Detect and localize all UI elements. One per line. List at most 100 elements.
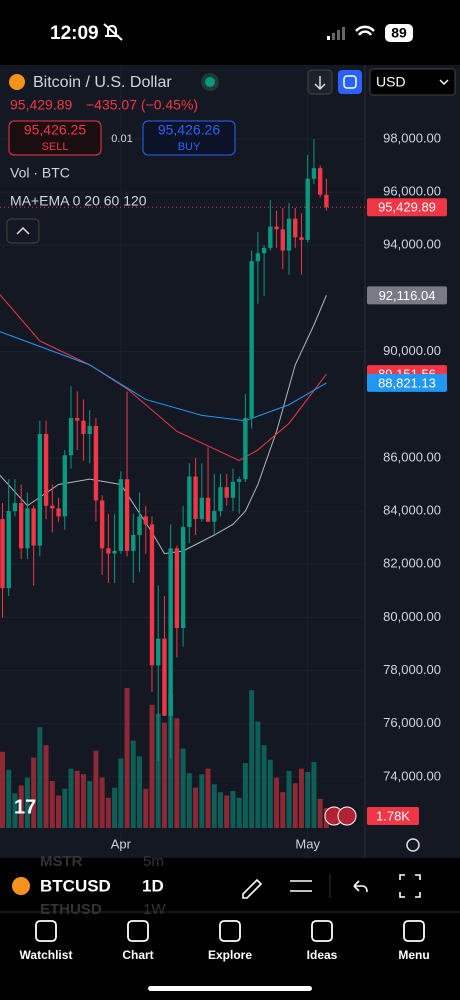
volume-bar (155, 713, 161, 828)
volume-bar (37, 727, 43, 828)
y-tick-label: 76,000.00 (383, 715, 441, 730)
btc-logo (12, 877, 30, 895)
volume-bar (105, 797, 111, 828)
candle-body (255, 253, 261, 262)
volume-bar (6, 769, 12, 828)
candle-body (162, 638, 167, 716)
volume-bar (74, 770, 80, 828)
volume-bar (317, 798, 323, 828)
toolbar-interval[interactable]: 1D (142, 876, 164, 895)
candle-body (131, 535, 136, 551)
tab-icon (219, 920, 241, 942)
volume-label: 1.78K (376, 808, 410, 823)
chart-background (0, 65, 460, 858)
candle-body (68, 418, 74, 456)
candle-body (43, 433, 49, 506)
x-tick-label: Apr (111, 836, 132, 851)
tab-icon (35, 920, 57, 942)
candle-body (118, 479, 124, 551)
candle-body (317, 168, 323, 195)
volume-bar (24, 777, 30, 828)
volume-bar (130, 740, 136, 828)
candle-body (299, 237, 304, 240)
y-tick-label: 86,000.00 (383, 449, 441, 464)
candle-body (293, 218, 298, 238)
undo[interactable] (353, 880, 368, 893)
candle-body (93, 426, 99, 501)
tab-label[interactable]: Menu (398, 948, 429, 962)
volume-bar (230, 791, 236, 828)
collapse-button[interactable] (6, 218, 40, 244)
settings-icon[interactable] (406, 838, 420, 852)
volume-bar (180, 748, 186, 828)
moving-average (0, 331, 327, 422)
y-tick-label: 98,000.00 (383, 130, 441, 145)
sell-button[interactable] (8, 120, 102, 156)
flags (324, 806, 357, 826)
y-tick-label: 78,000.00 (383, 662, 441, 677)
volume-bar (12, 793, 18, 828)
tab-icon (311, 920, 333, 942)
volume-bar (186, 773, 192, 828)
volume-bar (118, 758, 124, 828)
tab-bar: Watchlist Chart Explore Ideas Menu (20, 920, 430, 962)
candle-body (212, 511, 217, 522)
volume-bar (205, 768, 211, 828)
volume-bar (49, 780, 55, 828)
candle-body (0, 519, 5, 589)
mute-icon (103, 23, 123, 41)
candle-body (31, 508, 36, 546)
buy-button[interactable] (142, 120, 236, 156)
volume-indicator[interactable]: Vol · BTC (10, 165, 70, 181)
volume-bar (274, 777, 280, 828)
volume-bar (261, 745, 267, 828)
toolbar-symbol[interactable]: BTCUSD (40, 876, 111, 895)
volume-bar (31, 757, 37, 828)
draw-tool[interactable] (242, 878, 263, 899)
x-tick-label: May (295, 836, 320, 851)
chart-header: Bitcoin / U.S. Dollar USD 95,429.89 −435… (6, 68, 456, 244)
candle-body (25, 508, 30, 549)
volume-bar (87, 780, 93, 828)
volume-bar (236, 797, 242, 828)
indicators-tool[interactable] (290, 880, 312, 892)
ma-indicator[interactable]: MA+EMA 0 20 60 120 (10, 193, 147, 209)
battery (385, 24, 413, 42)
sync-button[interactable] (338, 70, 362, 94)
tab-label[interactable]: Chart (122, 948, 153, 962)
volume-bar (124, 688, 130, 828)
moving-average (0, 295, 327, 555)
fullscreen[interactable] (399, 874, 421, 898)
volume-bar (0, 751, 5, 828)
market-status[interactable] (201, 73, 219, 91)
volume-bar (286, 770, 292, 828)
volume-bar (161, 722, 167, 828)
ghost-symbol: ETHUSD (40, 901, 102, 918)
toolbar (0, 858, 460, 912)
btc-logo (9, 74, 25, 90)
y-tick-label: 80,000.00 (383, 609, 441, 624)
currency-select[interactable] (369, 68, 456, 96)
ghost-interval: 5m (143, 853, 164, 870)
tab-label[interactable]: Watchlist (20, 948, 73, 962)
candle-body (305, 178, 310, 240)
ghost-interval: 1W (143, 901, 166, 918)
ma-price-label-box (367, 373, 447, 392)
candle-body (311, 168, 317, 179)
volume-bar (143, 788, 149, 828)
candle-body (37, 433, 43, 546)
volume-bar (211, 784, 217, 828)
candle-body (50, 505, 55, 509)
candle-body (230, 481, 236, 498)
candle-body (124, 479, 130, 551)
candle-body (137, 516, 142, 536)
candle-body (18, 503, 24, 549)
signal-icon (327, 27, 345, 40)
volume-bar (68, 768, 74, 828)
last-price-label: 95,429.89 (378, 200, 436, 215)
tab-label[interactable]: Ideas (307, 948, 338, 962)
candle-body (243, 418, 248, 480)
tab-label[interactable]: Explore (208, 948, 252, 962)
volume-bar (62, 788, 68, 828)
